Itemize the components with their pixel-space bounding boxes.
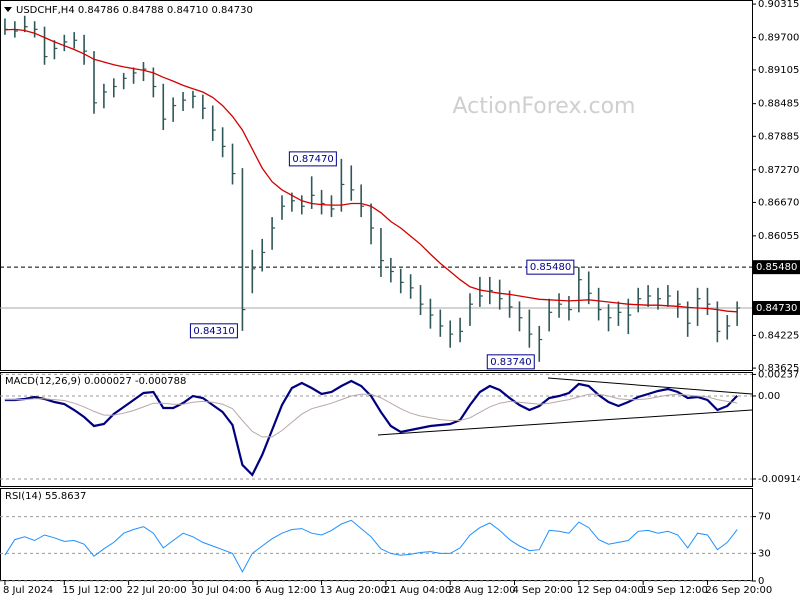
menu-icon[interactable]: [4, 7, 12, 12]
watermark: ActionForex.com: [453, 94, 636, 119]
y-tick-label: 70: [758, 512, 771, 523]
price-label-box: [752, 260, 800, 275]
x-tick-label: 28 Aug 12:00: [448, 585, 515, 596]
line: [4, 379, 738, 477]
x-tick-label: 8 Jul 2024: [3, 585, 53, 596]
rsi-panel: [0, 488, 753, 581]
x-tick-label: 22 Jul 20:00: [127, 585, 187, 596]
y-tick-label: 0.00: [758, 391, 780, 402]
annotation-box: [189, 323, 238, 339]
price-label: 0.84730: [756, 303, 797, 314]
annotation-label: 0.85480: [530, 262, 571, 273]
trendline: [377, 409, 753, 436]
x-tick-label: 12 Sep 04:00: [577, 585, 644, 596]
y-tick-label: 0.90315: [758, 0, 799, 10]
y-tick-label: 0.83625: [758, 363, 799, 374]
y-tick-label: 0.87270: [758, 165, 799, 176]
annotation-label: 0.87470: [292, 154, 333, 165]
y-tick-label: 0.84225: [758, 330, 799, 341]
annotation-label: 0.84310: [193, 326, 234, 337]
macd-title: MACD(12,26,9) 0.000027 -0.000788: [5, 376, 186, 387]
annotation-box: [526, 259, 575, 275]
y-tick-label: 30: [758, 548, 771, 559]
price-panel: [0, 0, 753, 371]
y-tick-label: 0.89105: [758, 65, 799, 76]
x-tick-label: 21 Aug 04:00: [384, 585, 451, 596]
y-tick-label: 0.89700: [758, 33, 799, 44]
price-label-box: [752, 300, 800, 315]
y-tick-label: 0: [758, 576, 764, 587]
x-tick-label: 30 Jul 04:00: [191, 585, 251, 596]
y-tick-label: 0.88485: [758, 99, 799, 110]
x-tick-label: 6 Aug 12:00: [255, 585, 316, 596]
price-title: USDCHF,H4 0.84786 0.84788 0.84710 0.8473…: [16, 5, 253, 16]
trendline: [547, 377, 753, 395]
y-tick-label: -0.00914: [758, 474, 800, 485]
x-tick-label: 4 Sep 20:00: [513, 585, 573, 596]
y-tick-label: 0.86670: [758, 197, 799, 208]
macd-panel: [0, 372, 753, 487]
x-tick-label: 15 Jul 12:00: [62, 585, 122, 596]
line: [4, 393, 738, 438]
annotation-label: 0.83740: [490, 357, 531, 368]
annotation-box: [486, 354, 535, 370]
y-tick-label: 0.002376: [758, 369, 800, 380]
x-tick-label: 13 Aug 20:00: [320, 585, 387, 596]
line: [4, 519, 738, 573]
annotation-box: [288, 151, 337, 167]
y-tick-label: 0.87885: [758, 131, 799, 142]
line: [4, 28, 738, 313]
y-tick-label: 0.86055: [758, 231, 799, 242]
x-tick-label: 19 Sep 12:00: [641, 585, 708, 596]
price-label: 0.85480: [756, 262, 797, 273]
rsi-title: RSI(14) 55.8637: [5, 491, 86, 502]
x-tick-label: 26 Sep 20:00: [705, 585, 772, 596]
